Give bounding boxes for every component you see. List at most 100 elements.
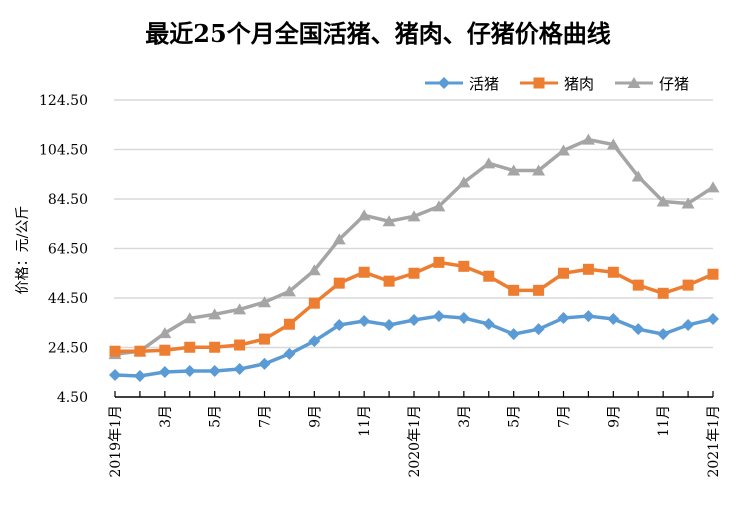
data-point [184,341,196,353]
data-point [532,164,546,176]
data-point [533,77,545,89]
data-point [383,318,396,331]
data-point [159,344,171,356]
data-point [282,285,296,297]
data-point [333,318,346,331]
data-point [482,317,495,330]
x-tick-label: 9月 [307,405,323,428]
data-point [109,368,121,381]
data-point [408,314,420,327]
x-tick-label: 3月 [457,405,473,428]
series-diamond [109,310,719,382]
y-tick-label: 124.50 [39,93,88,109]
data-point [432,200,446,212]
data-point [208,308,222,320]
x-tick-label: 9月 [606,405,622,428]
data-point [457,312,470,325]
y-tick-label: 24.50 [48,341,88,357]
data-point [357,209,371,221]
legend-item[interactable]: 仔猪 [615,75,689,93]
data-point [508,284,520,296]
data-point [358,315,371,328]
data-point [458,260,470,272]
x-tick-label: 11月 [357,405,373,437]
data-point [283,347,296,360]
data-point [183,365,196,378]
data-point [657,287,669,299]
data-point [606,138,620,150]
data-point [707,268,719,280]
data-point [433,256,445,268]
y-tick-labels: 4.50 24.50 44.50 64.50 84.50 104.50 124.50 [39,93,88,406]
y-tick-label: 44.50 [48,291,88,307]
x-tick-label: 2020年1月 [407,405,423,478]
y-axis-label: 价格：元/公斤 [15,206,31,295]
x-tick-labels: 2019年1月 3月 5月 7月 9月 11月 2020年1月 3月 5月 7月 9月 11月 2021… [108,405,722,478]
data-point [208,365,221,378]
data-point [582,263,594,275]
data-point [532,323,545,336]
data-point [133,369,146,382]
data-point [706,181,720,193]
x-tick-label: 7月 [557,405,573,428]
data-point [333,277,345,289]
x-tick-label: 2021年1月 [706,405,722,478]
data-point [158,327,172,339]
y-tick-label: 84.50 [48,192,88,208]
data-point [632,279,644,291]
series-square [109,256,719,357]
data-point [134,345,146,357]
series-lines [108,133,720,382]
data-point [657,328,670,341]
data-point [307,264,321,276]
data-point [308,297,320,309]
x-axis [114,391,714,398]
legend: 活猪 猪肉 仔猪 [425,75,689,93]
data-point [407,210,421,222]
data-point [158,366,171,379]
data-point [507,164,521,176]
data-point [607,313,620,326]
data-point [233,363,246,376]
x-tick-label: 5月 [208,405,224,428]
legend-label: 活猪 [469,75,499,93]
data-point [234,339,246,351]
data-point [682,318,695,331]
data-point [558,267,569,279]
data-point [438,77,450,89]
data-point [582,310,595,323]
series-triangle [108,133,720,360]
data-point [483,270,495,282]
x-tick-label: 2019年1月 [108,405,124,478]
legend-label: 仔猪 [659,75,689,93]
data-point [432,310,445,323]
data-point [656,195,670,207]
x-tick-label: 3月 [158,405,174,428]
data-point [557,312,570,325]
data-point [631,170,645,182]
data-point [258,357,271,370]
data-point [332,233,346,245]
gridlines [114,99,713,349]
data-point [259,333,270,345]
data-point [533,284,545,296]
x-tick-label: 5月 [507,405,523,428]
data-point [283,318,295,330]
data-point [233,303,247,315]
data-point [681,197,695,209]
x-tick-label: 11月 [656,405,672,437]
data-point [507,328,520,341]
data-point [183,312,197,324]
legend-label: 猪肉 [564,75,594,93]
data-point [627,77,641,88]
data-point [358,266,370,278]
chart-title: 最近25个月全国活猪、猪肉、仔猪价格曲线 [145,19,610,48]
data-point [383,275,395,287]
x-tick-label: 7月 [258,405,274,428]
legend-item[interactable]: 猪肉 [520,75,594,93]
data-point [707,313,719,326]
data-point [109,345,121,357]
data-point [607,266,619,278]
legend-item[interactable]: 活猪 [425,75,499,93]
